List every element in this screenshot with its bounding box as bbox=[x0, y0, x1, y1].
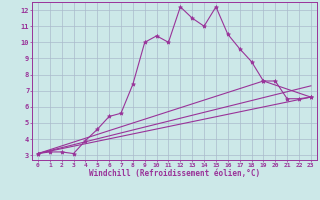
X-axis label: Windchill (Refroidissement éolien,°C): Windchill (Refroidissement éolien,°C) bbox=[89, 169, 260, 178]
